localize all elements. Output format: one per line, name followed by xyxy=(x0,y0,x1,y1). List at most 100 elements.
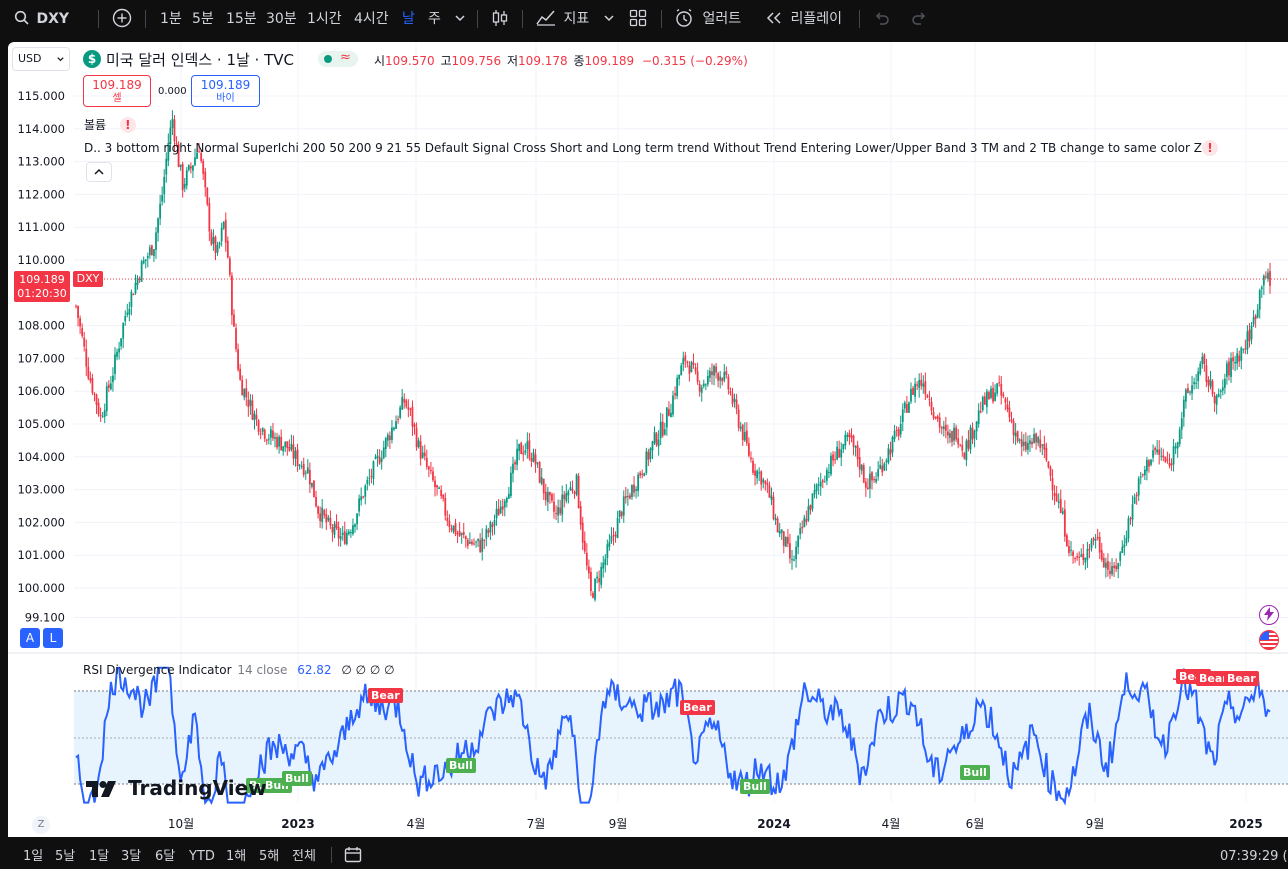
candle-body xyxy=(167,142,170,161)
chart-panel[interactable]: 115.000 114.000 113.000 112.000 111.000 110.0… xyxy=(8,42,1288,837)
range-1d[interactable]: 1일 xyxy=(23,849,44,864)
candle-body xyxy=(257,420,260,433)
interval-4h[interactable]: 4시간 xyxy=(354,11,389,27)
candle-body xyxy=(171,118,174,128)
candle-body xyxy=(688,365,691,374)
market-status[interactable]: ≈ xyxy=(318,50,358,67)
buy-button[interactable]: 109.189 바이 xyxy=(191,75,260,107)
candle-body xyxy=(620,511,623,517)
candle-body xyxy=(83,337,86,347)
interval-5m[interactable]: 5분 xyxy=(192,11,214,27)
candle-body xyxy=(450,528,453,530)
candle-body xyxy=(967,439,970,449)
chart-canvas[interactable]: 115.000 114.000 113.000 112.000 111.000 110.0… xyxy=(8,42,1288,837)
plus-circle-icon xyxy=(112,8,132,28)
candle-body xyxy=(1117,563,1120,570)
candle-body xyxy=(953,427,955,441)
interval-15m[interactable]: 15분 xyxy=(226,11,257,27)
redo-button[interactable] xyxy=(911,0,927,38)
indicators-button[interactable]: 지표 xyxy=(536,0,589,38)
buy-price: 109.189 xyxy=(200,78,251,92)
volume-legend[interactable]: 볼륨 ! xyxy=(84,116,136,133)
indicator-legend[interactable]: D.. 3 bottom right Normal SuperIchi 200 … xyxy=(84,141,1204,155)
candle-body xyxy=(423,452,426,457)
candle-body xyxy=(649,448,652,459)
y-tick-label: 107.000 xyxy=(17,351,65,365)
collapse-legend-button[interactable] xyxy=(86,162,112,182)
candle-body xyxy=(1121,546,1124,553)
candle-body xyxy=(959,444,962,446)
tradingview-watermark[interactable]: TradingView xyxy=(86,776,267,802)
range-5y[interactable]: 5해 xyxy=(259,849,280,864)
range-ytd[interactable]: YTD xyxy=(189,849,215,864)
interval-1h[interactable]: 1시간 xyxy=(307,11,342,27)
candle-body xyxy=(920,379,923,386)
candle-body xyxy=(1203,354,1206,365)
range-1m[interactable]: 1달 xyxy=(89,849,110,864)
candle-body xyxy=(323,510,326,516)
go-to-date-button[interactable] xyxy=(344,842,362,869)
range-all[interactable]: 전체 xyxy=(292,849,316,864)
candle-body xyxy=(116,351,118,357)
y-tick-label: 112.000 xyxy=(17,187,65,201)
bar-countdown: 01:20:30 xyxy=(17,287,67,300)
candle-body xyxy=(998,382,1001,384)
auto-scale-button[interactable]: A xyxy=(20,628,40,648)
currency-select[interactable]: USD xyxy=(12,47,70,71)
sell-button[interactable]: 109.189 셀 xyxy=(83,75,151,107)
candle-body xyxy=(483,539,486,541)
candle-body xyxy=(189,166,192,169)
indicators-label: 지표 xyxy=(563,11,590,27)
chart-type-button[interactable] xyxy=(491,0,509,38)
range-1y[interactable]: 1해 xyxy=(226,849,247,864)
candle-body xyxy=(723,371,726,381)
candle-body xyxy=(471,541,473,545)
interval-30m[interactable]: 30분 xyxy=(266,11,297,27)
replay-button[interactable]: 리플레이 xyxy=(765,0,842,38)
candle-body xyxy=(616,517,619,539)
candle-body xyxy=(866,487,869,490)
candle-body xyxy=(1113,565,1115,568)
candle-body xyxy=(741,424,744,441)
symbol-title[interactable]: 미국 달러 인덱스 · 1날 · TVC xyxy=(106,51,294,69)
alert-button[interactable]: 얼러트 xyxy=(674,0,741,38)
candle-body xyxy=(1010,419,1013,422)
symbol-search[interactable]: DXY xyxy=(14,0,69,38)
candle-body xyxy=(122,323,125,339)
candle-body xyxy=(501,506,504,510)
interval-dropdown[interactable] xyxy=(454,0,466,38)
zoom-reset-button[interactable]: Z xyxy=(32,816,50,834)
candle-body xyxy=(973,430,976,439)
candle-body xyxy=(214,236,217,254)
candle-body xyxy=(507,493,510,499)
candle-body xyxy=(413,424,416,428)
layout-button[interactable] xyxy=(629,0,647,38)
log-scale-button[interactable]: L xyxy=(43,628,63,648)
candle-body xyxy=(514,462,516,465)
range-5d[interactable]: 5날 xyxy=(55,849,76,864)
range-6m[interactable]: 6달 xyxy=(155,849,176,864)
candle-body xyxy=(633,484,635,493)
lightning-button[interactable] xyxy=(1259,605,1279,625)
undo-button[interactable] xyxy=(874,0,890,38)
bull-tag: Bull xyxy=(960,765,990,780)
candle-body xyxy=(391,427,393,440)
candle-body xyxy=(1070,549,1072,551)
clock-time[interactable]: 07:39:29 (U xyxy=(1220,849,1288,864)
candle-body xyxy=(1213,395,1216,404)
candle-body xyxy=(862,465,865,483)
candle-body xyxy=(828,471,830,473)
indicators-dropdown[interactable] xyxy=(603,0,615,38)
compare-button[interactable] xyxy=(112,0,132,38)
interval-1m[interactable]: 1분 xyxy=(160,11,182,27)
range-3m[interactable]: 3달 xyxy=(121,849,142,864)
candle-body xyxy=(1221,387,1224,391)
interval-week[interactable]: 주 xyxy=(428,11,441,27)
candle-body xyxy=(366,479,369,484)
x-tick-label: 4월 xyxy=(882,817,901,831)
interval-day[interactable]: 날 xyxy=(402,11,415,27)
us-flag-icon[interactable] xyxy=(1259,630,1279,650)
rsi-legend[interactable]: RSI Divergence Indicator 14 close 62.82 … xyxy=(83,663,395,677)
spread-value: 0.000 xyxy=(158,86,187,97)
candle-body xyxy=(493,520,496,526)
